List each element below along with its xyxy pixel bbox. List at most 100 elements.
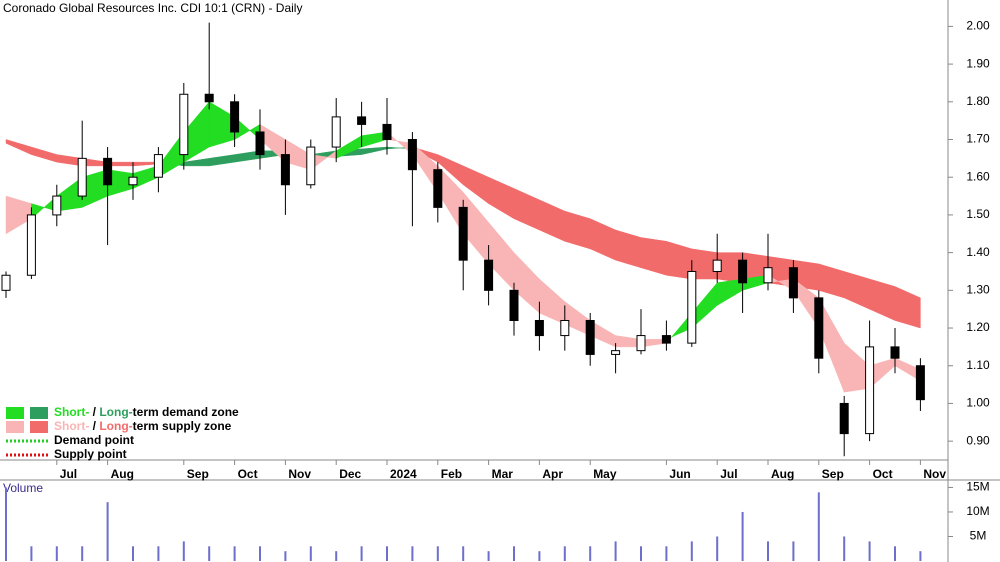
- x-tick-label: Nov: [923, 467, 946, 481]
- x-tick-label: May: [593, 467, 617, 481]
- x-tick-label: Feb: [441, 467, 462, 481]
- candle-body: [661, 335, 671, 344]
- legend-text: term supply zone: [133, 419, 232, 433]
- volume-bar: [233, 546, 236, 561]
- volume-bar: [690, 541, 693, 561]
- y-tick-label: 10M: [966, 504, 989, 518]
- chart-title: Coronado Global Resources Inc. CDI 10:1 …: [3, 1, 302, 15]
- x-tick-label: Jul: [720, 467, 737, 481]
- volume-title: Volume: [3, 481, 43, 495]
- y-tick-label: 1.40: [966, 245, 990, 259]
- volume-bar: [30, 546, 33, 561]
- y-tick-label: 0.90: [966, 433, 990, 447]
- volume-bar: [894, 546, 896, 561]
- x-tick-label: Sep: [187, 467, 209, 481]
- x-tick-label: Oct: [238, 467, 258, 481]
- volume-bar: [538, 551, 541, 561]
- volume-bar: [106, 502, 109, 561]
- candle-body: [77, 157, 87, 197]
- candle-body: [26, 214, 36, 276]
- y-tick-label: 15M: [966, 480, 989, 494]
- volume-bar: [919, 551, 922, 561]
- volume-bar: [716, 536, 719, 561]
- x-tick-label: 2024: [390, 467, 417, 481]
- volume-bar: [386, 546, 388, 561]
- candle-body: [763, 267, 773, 284]
- candle-body: [738, 259, 748, 284]
- x-tick-label: Dec: [339, 467, 361, 481]
- candle-body: [915, 365, 925, 401]
- volume-bar: [157, 546, 160, 561]
- candle-body: [865, 346, 875, 435]
- volume-bar: [335, 551, 338, 561]
- volume-bar: [132, 546, 134, 561]
- volume-bar: [462, 546, 465, 561]
- y-tick-label: 2.00: [966, 19, 990, 33]
- candle-body: [179, 93, 189, 156]
- legend-text: Supply point: [54, 447, 127, 461]
- legend-label: Short- / Long-term demand zone: [54, 405, 239, 419]
- x-tick-label: Aug: [771, 467, 794, 481]
- volume-bar: [436, 546, 439, 561]
- candle-body: [484, 259, 494, 291]
- x-tick-label: Apr: [542, 467, 563, 481]
- candle-body: [230, 101, 240, 133]
- legend-text: Short-: [54, 405, 89, 419]
- volume-bar: [767, 541, 769, 561]
- x-tick-label: Jul: [60, 467, 77, 481]
- candle-body: [687, 270, 697, 344]
- volume-bar: [665, 546, 668, 561]
- candle-body: [153, 154, 163, 178]
- candle-body: [382, 123, 392, 141]
- volume-bar: [741, 511, 744, 561]
- legend-swatch: [30, 421, 48, 433]
- volume-bar: [259, 546, 261, 561]
- candle-body: [509, 289, 519, 321]
- y-tick-label: 1.90: [966, 56, 990, 70]
- volume-bar: [792, 541, 795, 561]
- legend-text: Short-: [54, 419, 89, 433]
- candle-body: [611, 350, 621, 355]
- x-tick-label: Jun: [669, 467, 690, 481]
- volume-bar: [309, 546, 312, 561]
- candle-body: [306, 146, 316, 186]
- candle-body: [52, 195, 62, 216]
- volume-bar: [563, 546, 566, 561]
- candle-body: [839, 402, 849, 435]
- volume-bar: [284, 551, 287, 561]
- candle-body: [331, 116, 341, 148]
- candle-body: [433, 169, 443, 208]
- y-tick-label: 1.60: [966, 169, 990, 183]
- candle-body: [407, 139, 417, 171]
- volume-bar: [360, 546, 363, 561]
- legend-label: Demand point: [54, 433, 134, 447]
- volume-bar: [868, 541, 871, 561]
- candle-body: [128, 176, 138, 186]
- legend-label: Supply point: [54, 447, 127, 461]
- x-tick-label: Nov: [288, 467, 311, 481]
- candle-body: [636, 335, 646, 352]
- volume-bar: [5, 487, 7, 561]
- y-tick-label: 1.30: [966, 282, 990, 296]
- candle-body: [788, 267, 798, 299]
- y-tick-label: 1.00: [966, 396, 990, 410]
- candle-body: [357, 116, 367, 125]
- volume-bar: [81, 546, 84, 561]
- y-tick-label: 1.80: [966, 94, 990, 108]
- x-tick-label: Mar: [492, 467, 514, 481]
- volume-bar: [411, 546, 414, 561]
- legend-label: Short- / Long-term supply zone: [54, 419, 232, 433]
- legend-text: Long-: [99, 419, 132, 433]
- candle-body: [458, 206, 468, 261]
- candle-body: [890, 346, 900, 359]
- volume-bar: [640, 546, 642, 561]
- y-tick-label: 5M: [970, 529, 987, 543]
- candle-body: [585, 319, 595, 355]
- volume-bar: [589, 546, 592, 561]
- candle-body: [103, 157, 113, 186]
- volume-bar: [614, 541, 617, 561]
- x-tick-label: Sep: [822, 467, 844, 481]
- candle-body: [204, 93, 214, 103]
- legend-swatch: [30, 407, 48, 419]
